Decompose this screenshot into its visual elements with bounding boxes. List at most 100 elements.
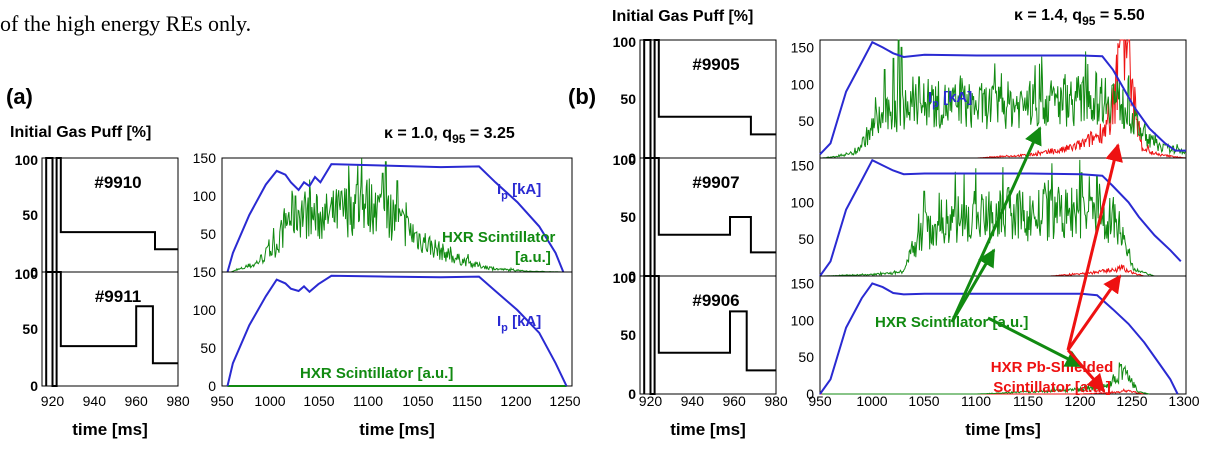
panel-label: (a) xyxy=(6,84,33,109)
main-x-tick-label: 1050 xyxy=(402,393,433,409)
main-y-tick-label: 100 xyxy=(193,302,217,318)
main-title-pre: κ = 1.0, q xyxy=(384,125,452,142)
main-x-tick-label: 1000 xyxy=(254,393,285,409)
ip-trace xyxy=(226,163,565,273)
main-x-tick-label: 1250 xyxy=(549,393,580,409)
hxr-label-line-2: [a.u.] xyxy=(515,249,551,266)
main-y-tick-label: 50 xyxy=(798,349,814,365)
puff-trace xyxy=(643,275,776,395)
row-a-2: #9911 100 50 0 150 100 50 0 Ip [kA] HXR Scintilla… xyxy=(15,264,573,394)
puff-y-tick-label: 100 xyxy=(15,266,39,282)
row-a-1: #9910 100 50 0 150 100 50 Ip [kA] HXR Scintillat… xyxy=(15,150,573,280)
puff-y-tick-label: 50 xyxy=(22,321,38,337)
ip-trace xyxy=(226,274,568,387)
main-x-tick-label: 950 xyxy=(210,393,234,409)
main-y-tick-label: 50 xyxy=(798,231,814,247)
shot-label: #9911 xyxy=(95,287,141,306)
main-y-tick-label: 100 xyxy=(791,312,815,328)
ip-trace xyxy=(819,158,1182,277)
puff-y-tick-label: 0 xyxy=(628,386,636,402)
main-y-tick-label: 150 xyxy=(791,39,815,55)
puff-y-tick-label: 100 xyxy=(15,152,39,168)
green-annotation-arrow xyxy=(950,248,996,323)
ip-label-main: I xyxy=(497,313,501,330)
main-y-tick-label: 0 xyxy=(806,386,814,402)
ip-label-main: I xyxy=(497,181,501,198)
puff-y-tick-label: 50 xyxy=(620,209,636,225)
main-title: κ = 1.4, q95 = 5.50 xyxy=(1014,7,1145,28)
main-title-pre: κ = 1.4, q xyxy=(1014,7,1082,24)
main-title: κ = 1.0, q95 = 3.25 xyxy=(384,125,515,146)
puff-x-axis-label: time [ms] xyxy=(670,420,746,439)
ip-label-sub: p xyxy=(501,322,508,334)
puff-axes-box xyxy=(41,271,179,387)
ip-label: Ip [kA] xyxy=(497,313,541,334)
ip-label-main: I xyxy=(928,89,932,106)
puff-trace xyxy=(45,157,178,273)
puff-y-tick-label: 50 xyxy=(620,327,636,343)
ip-trace xyxy=(819,40,1186,155)
main-title-sub: 95 xyxy=(452,132,466,146)
red-annotation-arrow xyxy=(1066,274,1122,351)
ip-label-rest: [kA] xyxy=(508,313,541,330)
ip-label-rest: [kA] xyxy=(508,181,541,198)
main-y-tick-label: 50 xyxy=(200,226,216,242)
hxr-label-line-1: HXR Scintillator xyxy=(442,229,556,246)
ip-label-sub: p xyxy=(501,190,508,202)
shot-label: #9907 xyxy=(692,173,739,192)
puff-title: Initial Gas Puff [%] xyxy=(10,124,151,141)
puff-x-tick-label: 920 xyxy=(41,393,65,409)
puff-y-tick-label: 0 xyxy=(628,268,636,284)
page-text: of the high energy REs only. xyxy=(0,11,251,36)
puff-y-tick-label: 100 xyxy=(613,34,637,50)
puff-x-tick-label: 960 xyxy=(124,393,148,409)
puff-x-tick-label: 980 xyxy=(764,393,788,409)
hxr-label-line-1: HXR Scintillator [a.u.] xyxy=(300,365,453,382)
puff-x-tick-label: 980 xyxy=(166,393,190,409)
puff-y-tick-label: 50 xyxy=(22,207,38,223)
panels: (a) Initial Gas Puff [%] κ = 1.0, q95 = 3.… xyxy=(6,7,1200,439)
puff-x-tick-label: 940 xyxy=(83,393,107,409)
main-y-tick-label: 100 xyxy=(791,194,815,210)
pb-annotation-line-1: HXR Pb-Shielded xyxy=(991,359,1114,376)
main-title-post: = 5.50 xyxy=(1095,7,1144,24)
main-x-tick-label: 1050 xyxy=(303,393,334,409)
main-y-tick-label: 50 xyxy=(200,340,216,356)
ip-trace xyxy=(819,282,1179,395)
main-y-tick-label: 150 xyxy=(791,157,815,173)
main-x-tick-label: 1000 xyxy=(856,393,887,409)
main-title-sub: 95 xyxy=(1082,14,1096,28)
main-y-tick-label: 50 xyxy=(798,113,814,129)
shot-label: #9905 xyxy=(692,55,739,74)
ip-label: Ip [kA] xyxy=(928,89,972,110)
puff-y-tick-label: 0 xyxy=(628,150,636,166)
puff-axes-box xyxy=(639,275,777,395)
puff-x-axis-label: time [ms] xyxy=(72,420,148,439)
panel-label: (b) xyxy=(568,84,596,109)
main-y-tick-label: 150 xyxy=(193,264,217,280)
main-x-tick-label: 1050 xyxy=(908,393,939,409)
puff-x-tick-label: 960 xyxy=(722,393,746,409)
main-x-tick-label: 1150 xyxy=(1013,393,1043,409)
main-x-tick-label: 1150 xyxy=(452,393,482,409)
hxr-scintillator-trace xyxy=(822,39,1187,159)
main-y-tick-label: 0 xyxy=(208,378,216,394)
hxr-scintillator-trace xyxy=(230,158,563,273)
puff-x-tick-label: 920 xyxy=(639,393,663,409)
puff-y-tick-label: 0 xyxy=(30,378,38,394)
annotations xyxy=(950,126,1123,393)
shot-label: #9906 xyxy=(692,291,739,310)
main-y-tick-label: 100 xyxy=(791,76,815,92)
ip-label-sub: p xyxy=(932,98,939,110)
main-x-tick-label: 1200 xyxy=(500,393,531,409)
main-x-tick-label: 1200 xyxy=(1064,393,1095,409)
main-x-tick-label: 1100 xyxy=(353,393,383,409)
puff-title: Initial Gas Puff [%] xyxy=(612,8,753,25)
puff-y-tick-label: 0 xyxy=(30,264,38,280)
puff-trace xyxy=(643,157,776,277)
main-x-axis-label: time [ms] xyxy=(359,420,435,439)
hxr-scintillator-trace xyxy=(822,159,1155,277)
puff-trace xyxy=(643,39,776,159)
